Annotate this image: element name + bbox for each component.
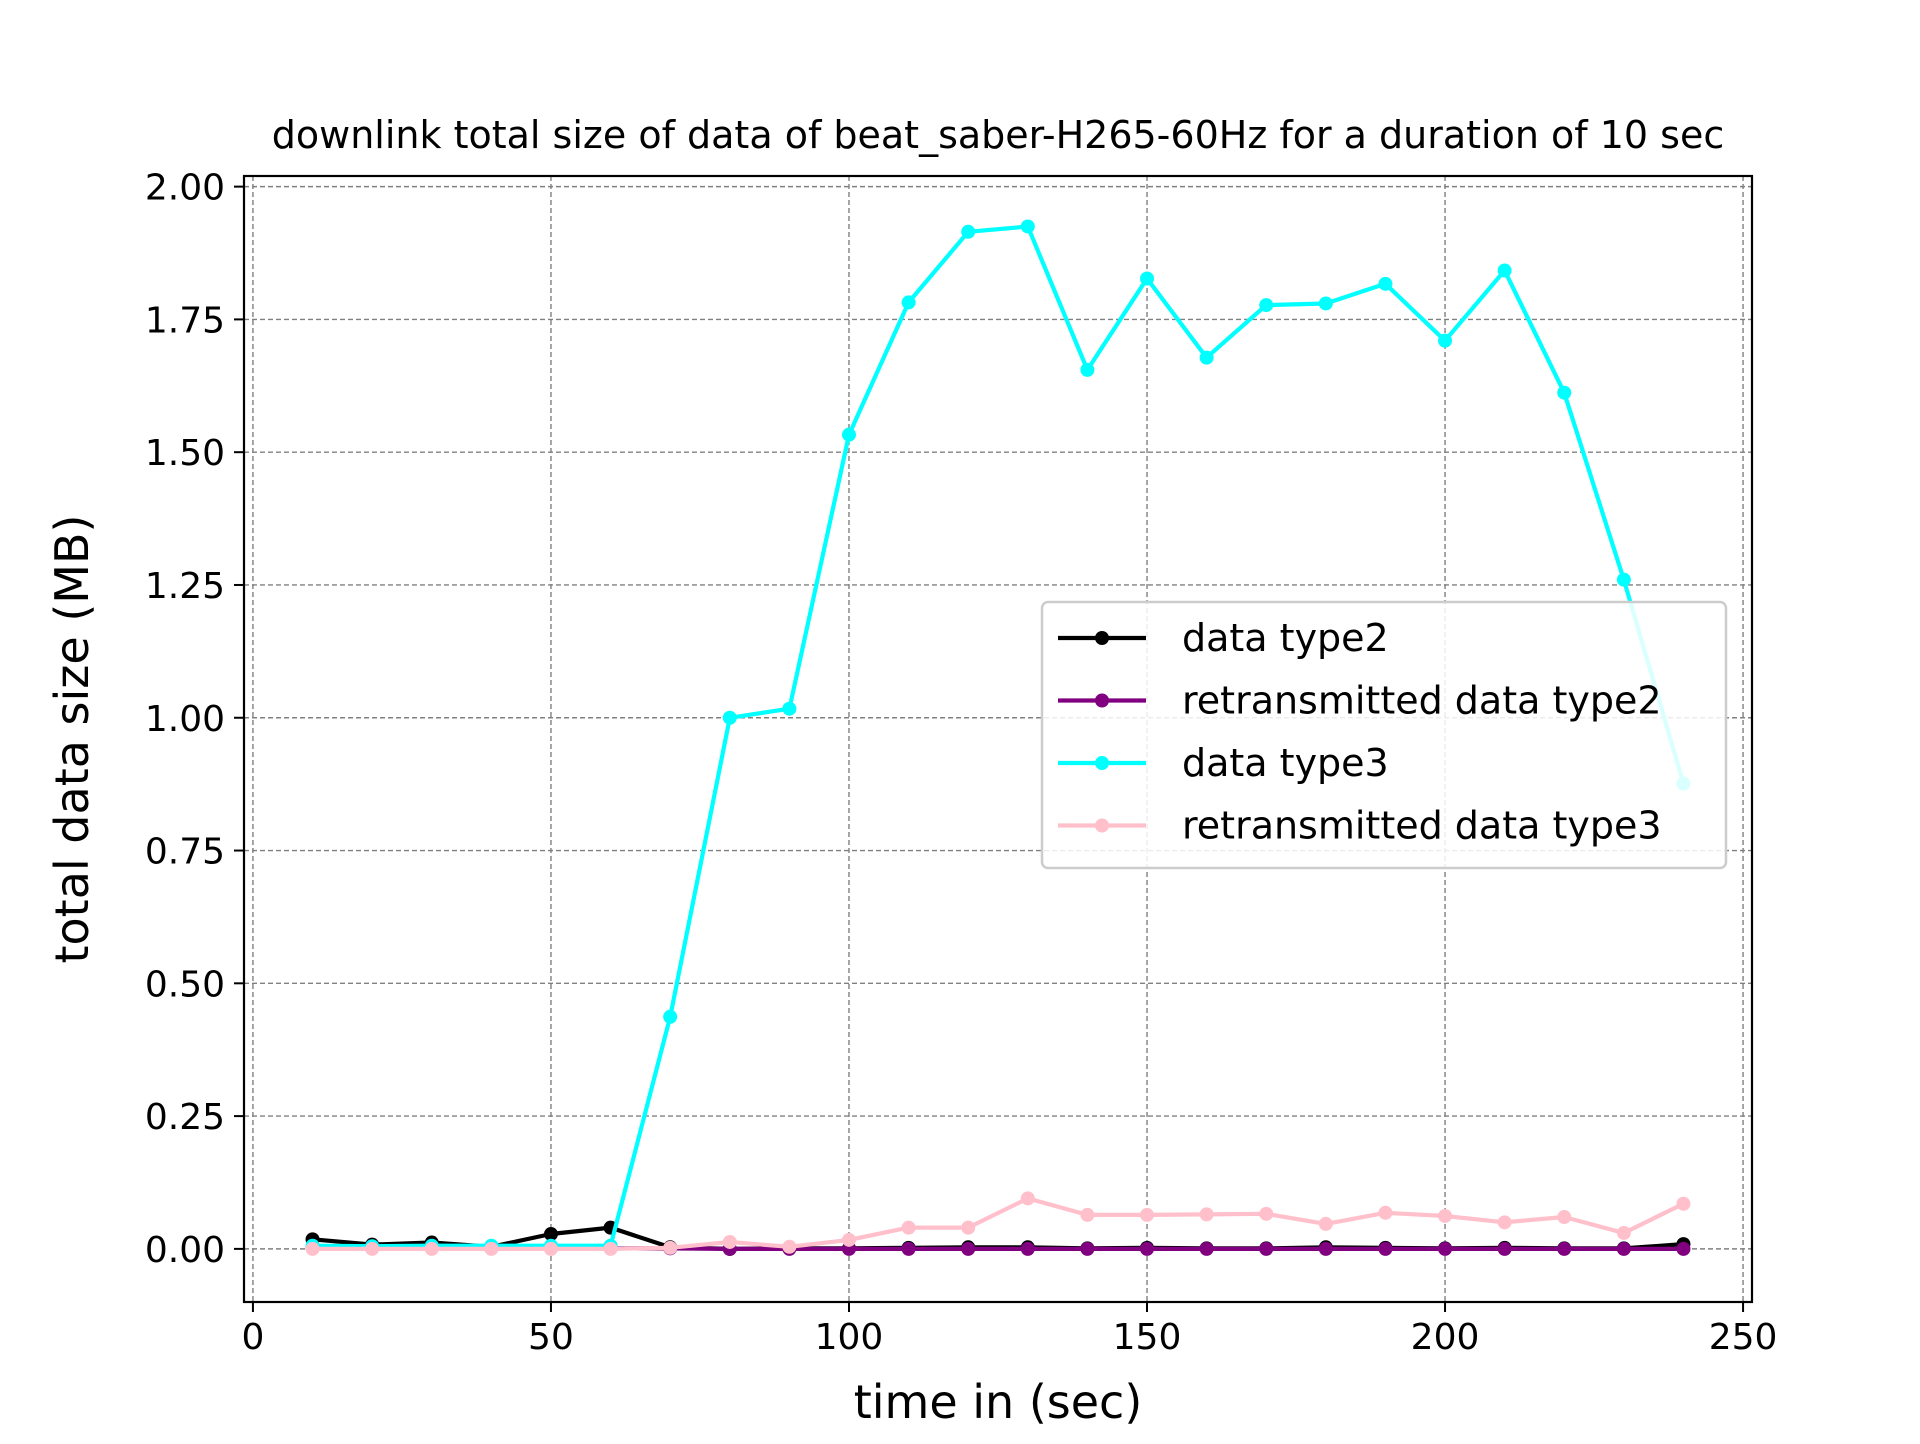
data-point (663, 1240, 678, 1255)
data-point (1557, 385, 1572, 400)
data-point (1318, 1241, 1333, 1256)
data-point (1378, 1205, 1393, 1220)
data-point (1438, 333, 1453, 348)
data-point (424, 1241, 439, 1256)
legend-marker (1095, 631, 1109, 645)
data-point (365, 1241, 380, 1256)
data-point (1199, 1207, 1214, 1222)
data-point (1616, 1225, 1631, 1240)
data-point (1199, 350, 1214, 365)
y-tick-label: 1.00 (145, 699, 225, 740)
plot-series (305, 219, 1691, 1256)
legend-marker (1095, 693, 1109, 708)
data-point (603, 1241, 618, 1256)
y-tick-label: 0.00 (145, 1230, 225, 1271)
series-4 (305, 1191, 1691, 1256)
data-point (1259, 1241, 1274, 1256)
legend-marker (1095, 818, 1109, 833)
y-tick-label: 0.25 (145, 1097, 225, 1138)
data-point (1378, 1241, 1393, 1256)
legend: data type2 retransmitted data type2 data t… (1040, 600, 1728, 870)
legend-label: retransmitted data type2 (1182, 679, 1662, 723)
data-point (1438, 1241, 1453, 1256)
series-line (312, 224, 1686, 1249)
data-point (901, 1241, 916, 1256)
y-tick-label: 1.25 (145, 566, 225, 607)
y-axis-label: total data size (MB) (45, 515, 99, 964)
data-point (961, 1241, 976, 1256)
data-point (1259, 1206, 1274, 1221)
data-point (663, 1009, 678, 1024)
plot-frame (242, 174, 1754, 1304)
data-point (1199, 1241, 1214, 1256)
data-point (305, 1241, 320, 1256)
legend-marker (1095, 756, 1109, 770)
data-point (1497, 1215, 1512, 1230)
axes: 0 50 100 150 200 250 0.00 0.25 0.50 0.75 1.00 1.25 1… (145, 168, 1778, 1358)
data-point (722, 710, 737, 725)
data-point (1616, 1241, 1631, 1256)
data-point (1020, 1241, 1035, 1256)
y-tick-label: 0.50 (145, 964, 225, 1005)
data-point (1080, 362, 1095, 377)
data-point (841, 1232, 856, 1247)
chart-title: downlink total size of data of beat_sabe… (272, 113, 1724, 157)
data-point (961, 224, 976, 239)
data-point (543, 1241, 558, 1256)
data-point (1259, 298, 1274, 313)
data-point (543, 1227, 558, 1242)
data-point (1140, 271, 1155, 286)
x-axis-label: time in (sec) (854, 1375, 1143, 1429)
x-tick-label: 100 (815, 1317, 884, 1358)
data-point (1497, 1241, 1512, 1256)
data-point (1020, 219, 1035, 234)
data-point (1438, 1208, 1453, 1223)
data-point (1378, 276, 1393, 291)
y-tick-label: 2.00 (145, 168, 225, 209)
x-tick-label: 200 (1411, 1317, 1480, 1358)
data-point (782, 1239, 797, 1254)
series-line (312, 1196, 1685, 1252)
data-point (1020, 1191, 1035, 1206)
data-point (1497, 263, 1512, 278)
legend-box (1040, 600, 1728, 870)
data-point (1318, 296, 1333, 311)
data-point (1140, 1207, 1155, 1222)
legend-label: retransmitted data type3 (1182, 804, 1662, 848)
data-point (1616, 572, 1631, 587)
data-point (1557, 1241, 1572, 1256)
data-point (901, 1220, 916, 1235)
y-tick-label: 1.50 (145, 433, 225, 474)
x-tick-label: 150 (1113, 1317, 1182, 1358)
data-point (1140, 1241, 1155, 1256)
data-point (722, 1234, 737, 1249)
data-point (1676, 1196, 1691, 1211)
y-tick-label: 1.75 (145, 300, 225, 341)
data-point (1557, 1210, 1572, 1225)
data-point (1676, 1241, 1691, 1256)
y-tick-label: 0.75 (145, 832, 225, 873)
data-point (841, 427, 856, 442)
data-point (1080, 1241, 1095, 1256)
legend-label: data type2 (1182, 616, 1389, 660)
data-point (484, 1241, 499, 1256)
legend-label: data type3 (1182, 741, 1389, 785)
x-tick-label: 0 (241, 1317, 264, 1358)
data-point (782, 701, 797, 716)
x-tick-label: 250 (1709, 1317, 1778, 1358)
data-point (901, 295, 916, 310)
x-tick-label: 50 (528, 1317, 574, 1358)
data-point (961, 1220, 976, 1235)
data-point (1318, 1216, 1333, 1231)
data-point (1080, 1207, 1095, 1222)
